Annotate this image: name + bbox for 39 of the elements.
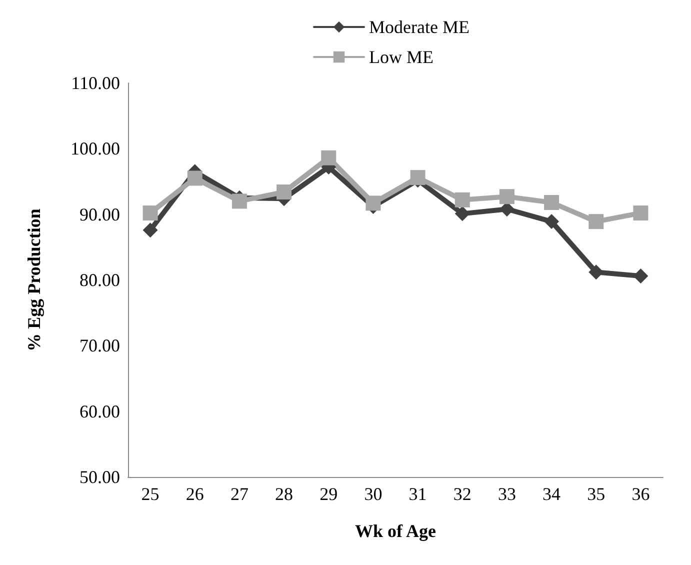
point bbox=[454, 192, 470, 208]
point bbox=[633, 206, 648, 221]
point bbox=[454, 206, 470, 222]
x-tick-label: 25 bbox=[141, 484, 160, 504]
point bbox=[588, 214, 604, 230]
legend-label: Low ME bbox=[369, 47, 434, 67]
y-tick-label: 60.00 bbox=[80, 401, 120, 422]
x-tick-label: 31 bbox=[408, 484, 427, 504]
legend-label: Moderate ME bbox=[369, 17, 470, 37]
x-tick-label: 30 bbox=[364, 484, 382, 504]
x-tick-label: 28 bbox=[275, 484, 294, 504]
x-tick-label: 26 bbox=[186, 484, 204, 504]
y-tick-label: 50.00 bbox=[80, 467, 120, 487]
x-tick-label: 33 bbox=[498, 484, 516, 504]
point bbox=[499, 189, 514, 204]
point bbox=[142, 222, 158, 238]
x-tick-label: 34 bbox=[542, 484, 561, 504]
y-tick-label: 70.00 bbox=[80, 336, 120, 356]
y-tick-label: 80.00 bbox=[80, 270, 120, 290]
point bbox=[544, 214, 560, 230]
x-tick-label: 27 bbox=[230, 484, 248, 504]
point bbox=[142, 206, 158, 221]
y-axis-title: % Egg Production bbox=[24, 208, 44, 352]
x-axis-title: Wk of Age bbox=[355, 521, 436, 541]
point bbox=[321, 150, 336, 166]
x-tick-label: 35 bbox=[587, 484, 606, 504]
y-tick-label: 100.00 bbox=[70, 138, 120, 159]
point bbox=[633, 268, 648, 284]
point bbox=[410, 170, 426, 186]
y-tick-label: 110.00 bbox=[71, 73, 120, 93]
y-tick-label: 90.00 bbox=[80, 204, 120, 224]
point bbox=[187, 170, 202, 186]
point bbox=[232, 194, 247, 209]
x-tick-label: 32 bbox=[453, 484, 472, 504]
x-tick-label: 36 bbox=[632, 484, 650, 504]
point bbox=[276, 184, 292, 200]
point bbox=[544, 195, 560, 210]
point bbox=[588, 264, 604, 280]
x-tick-label: 29 bbox=[320, 484, 338, 504]
